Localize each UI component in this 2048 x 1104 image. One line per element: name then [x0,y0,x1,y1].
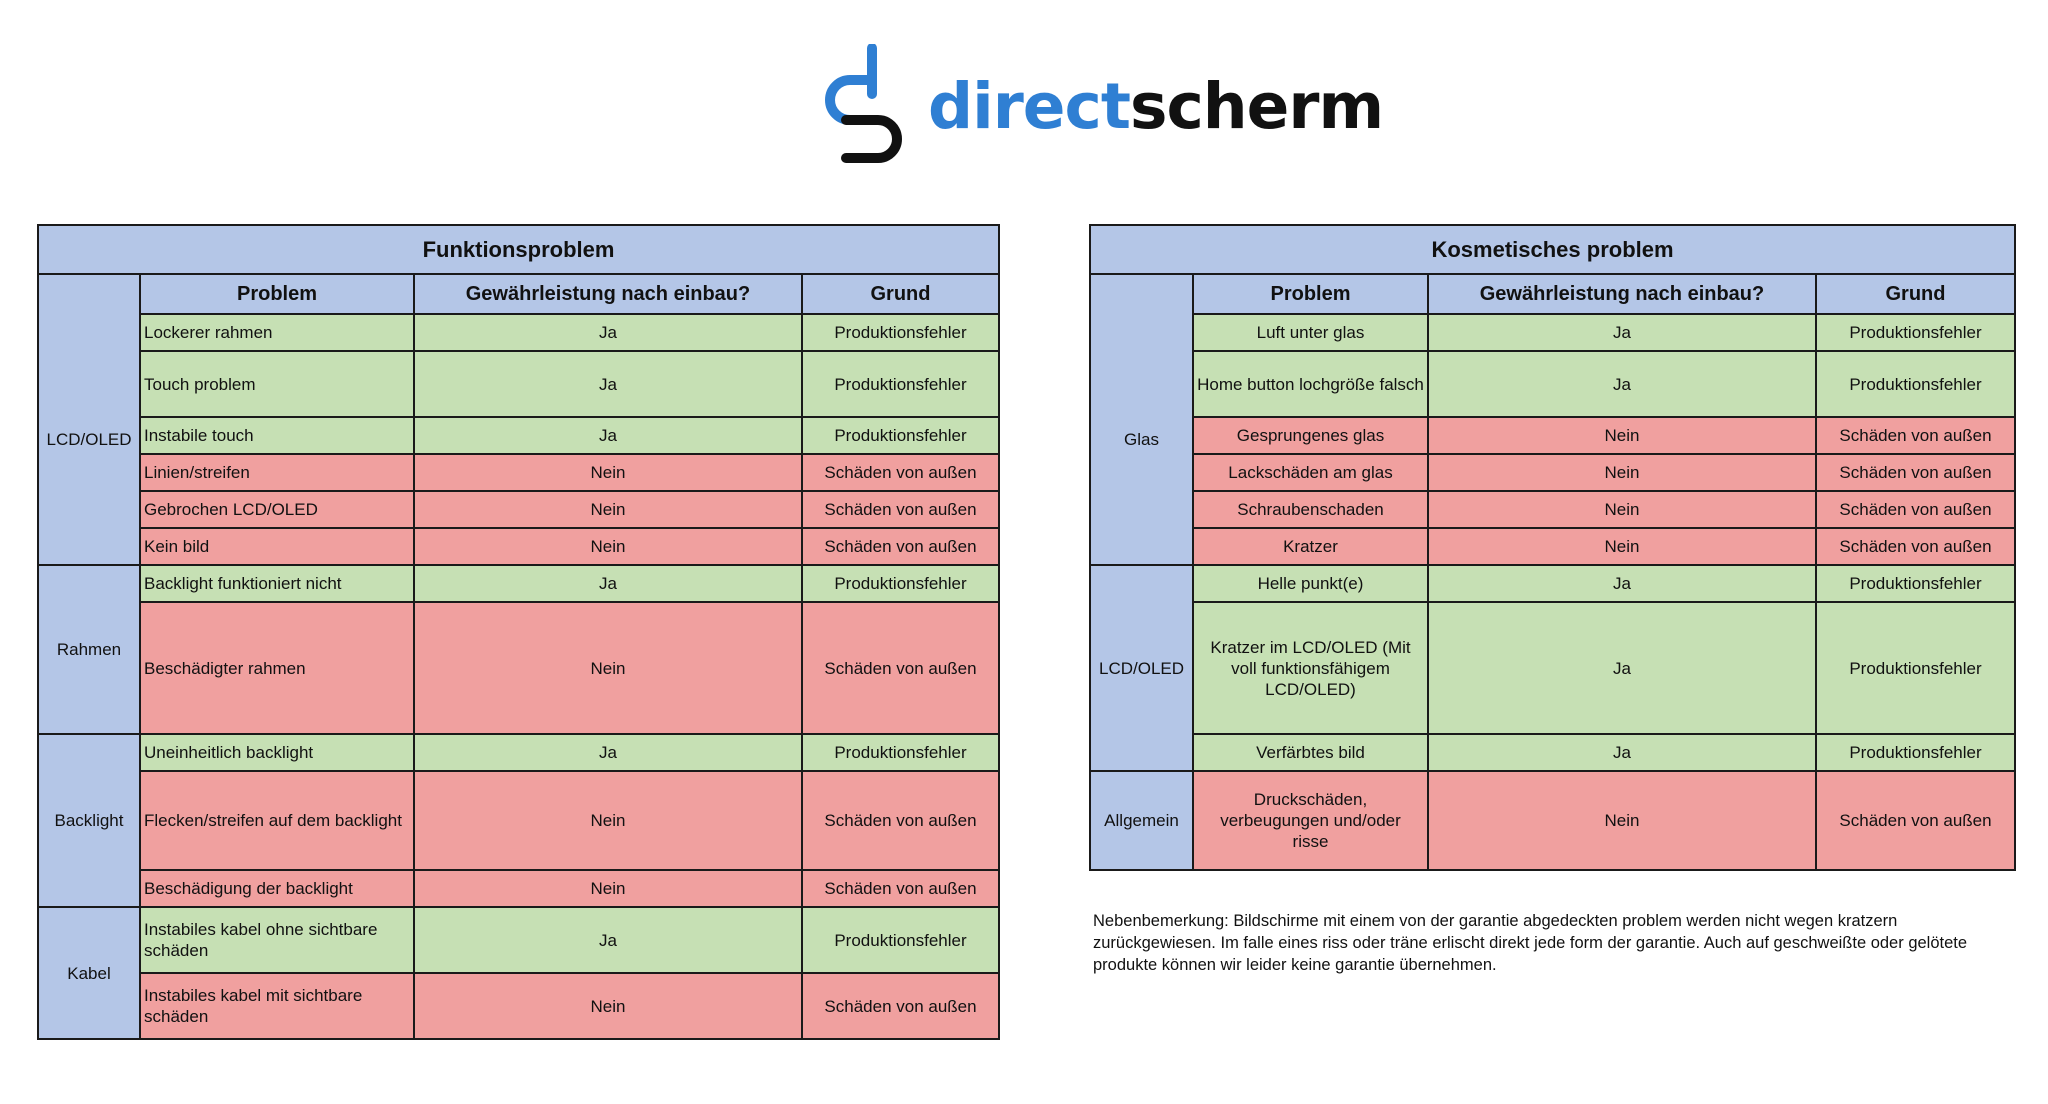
cosmetic-problem-table: Kosmetisches problem Problem Gewährleist… [1088,224,2017,871]
cell-warranty: Nein [413,527,803,566]
cell-warranty: Nein [1427,527,1817,566]
cell-warranty: Ja [413,350,803,418]
cell-problem: Touch problem [139,350,415,418]
cell-reason: Schäden von außen [1814,416,2017,455]
cell-problem: Gesprungenes glas [1192,416,1429,455]
cell-problem: Flecken/streifen auf dem backlight [139,770,415,871]
cell-warranty: Nein [413,972,803,1040]
group-label: Rahmen [37,564,141,735]
cell-warranty: Nein [413,490,803,529]
cell-reason: Produktionsfehler [800,564,1001,603]
cell-problem: Instabile touch [139,416,415,455]
cell-warranty: Ja [413,906,803,974]
group-spacer [1089,273,1194,314]
cell-reason: Produktionsfehler [1814,564,2017,603]
cell-warranty: Ja [1427,564,1817,603]
header-reason: Grund [800,273,1001,315]
cell-warranty: Nein [1427,416,1817,455]
cell-problem: Lockerer rahmen [139,313,415,352]
cell-reason: Schäden von außen [800,490,1001,529]
cell-reason: Schäden von außen [800,869,1001,908]
cell-problem: Instabiles kabel mit sichtbare schäden [139,972,415,1040]
cell-reason: Schäden von außen [800,972,1001,1040]
cell-warranty: Ja [1427,733,1817,772]
group-label: Backlight [37,733,141,908]
cell-reason: Schäden von außen [1814,527,2017,566]
logo-icon [825,44,902,163]
cell-problem: Lackschäden am glas [1192,453,1429,492]
cell-warranty: Nein [1427,490,1817,529]
cell-problem: Helle punkt(e) [1192,564,1429,603]
cell-problem: Beschädigung der backlight [139,869,415,908]
cell-reason: Schäden von außen [800,527,1001,566]
header-reason: Grund [1814,273,2017,315]
group-label: Allgemein [1089,770,1194,871]
cell-reason: Schäden von außen [1814,490,2017,529]
cell-warranty: Ja [1427,350,1817,418]
cell-problem: Linien/streifen [139,453,415,492]
cell-problem: Verfärbtes bild [1192,733,1429,772]
cell-warranty: Ja [413,416,803,455]
cell-problem: Instabiles kabel ohne sichtbare schäden [139,906,415,974]
cell-reason: Produktionsfehler [800,313,1001,352]
side-note: Nebenbemerkung: Bildschirme mit einem vo… [1093,912,1968,974]
group-label: LCD/OLED [1089,564,1194,772]
cell-warranty: Nein [1427,453,1817,492]
cell-problem: Kratzer im LCD/OLED (Mit voll funktionsf… [1192,601,1429,735]
cell-problem: Home button lochgröße falsch [1192,350,1429,418]
cell-reason: Produktionsfehler [1814,601,2017,735]
cell-reason: Schäden von außen [1814,770,2017,871]
cell-reason: Produktionsfehler [1814,350,2017,418]
header-warranty: Gewährleistung nach einbau? [1427,273,1817,315]
cell-problem: Luft unter glas [1192,313,1429,352]
header-problem: Problem [1192,273,1429,315]
cell-reason: Produktionsfehler [800,416,1001,455]
cell-warranty: Ja [1427,601,1817,735]
cell-problem: Kratzer [1192,527,1429,566]
cell-warranty: Ja [1427,313,1817,352]
brand-logo: directscherm [820,44,1384,168]
cell-warranty: Nein [413,601,803,735]
header-warranty: Gewährleistung nach einbau? [413,273,803,315]
cell-reason: Schäden von außen [800,770,1001,871]
cell-problem: Schraubenschaden [1192,490,1429,529]
cell-warranty: Nein [413,869,803,908]
cell-reason: Produktionsfehler [800,350,1001,418]
cell-warranty: Nein [413,453,803,492]
cell-problem: Backlight funktioniert nicht [139,564,415,603]
group-spacer [37,273,141,314]
cell-problem: Uneinheitlich backlight [139,733,415,772]
cell-reason: Produktionsfehler [1814,313,2017,352]
cell-reason: Produktionsfehler [800,733,1001,772]
brand-wordmark: directscherm [928,69,1384,143]
cell-warranty: Ja [413,313,803,352]
cell-reason: Produktionsfehler [1814,733,2017,772]
group-label: LCD/OLED [37,314,141,566]
cell-problem: Beschädigter rahmen [139,601,415,735]
cell-warranty: Nein [1427,770,1817,871]
cell-problem: Druckschäden, verbeugungen und/oder riss… [1192,770,1429,871]
cell-warranty: Nein [413,770,803,871]
cell-problem: Gebrochen LCD/OLED [139,490,415,529]
cell-warranty: Ja [413,564,803,603]
cell-warranty: Ja [413,733,803,772]
cell-reason: Schäden von außen [1814,453,2017,492]
header-problem: Problem [139,273,415,315]
cell-problem: Kein bild [139,527,415,566]
group-label: Kabel [37,906,141,1040]
group-label: Glas [1089,314,1194,566]
cell-reason: Produktionsfehler [800,906,1001,974]
cell-reason: Schäden von außen [800,453,1001,492]
table-title: Kosmetisches problem [1088,224,2017,275]
functional-problem-table: Funktionsproblem Problem Gewährleistung … [36,224,1001,1040]
table-title: Funktionsproblem [36,224,1001,275]
cell-reason: Schäden von außen [800,601,1001,735]
